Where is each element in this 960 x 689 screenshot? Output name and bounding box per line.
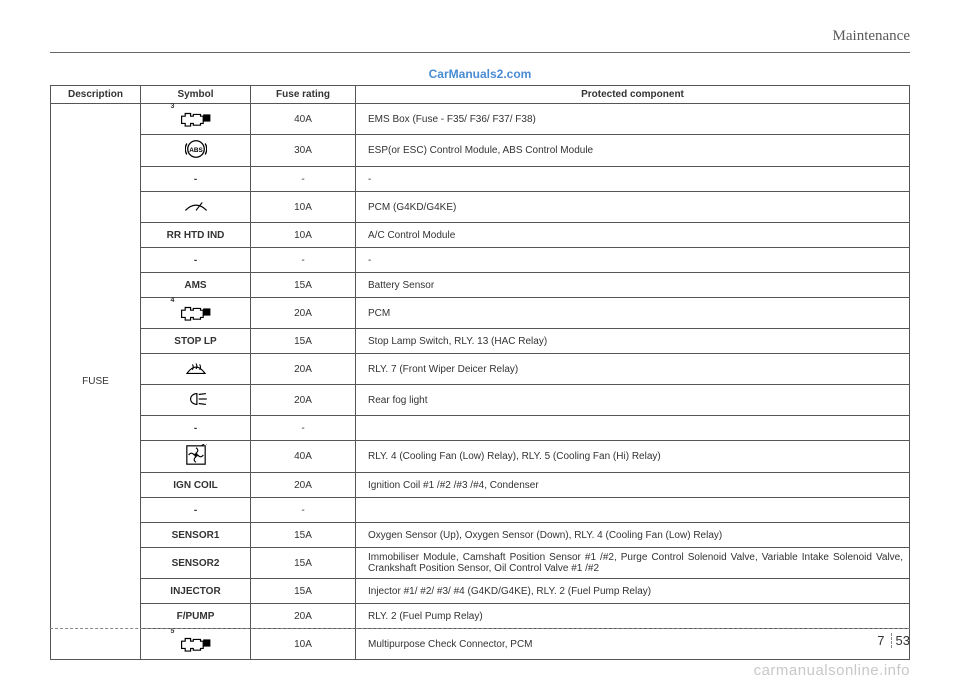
symbol-cell: - [141,416,251,441]
table-row: RR HTD IND10AA/C Control Module [51,223,910,248]
table-row: --- [51,248,910,273]
rating-cell: 20A [251,298,356,329]
table-row: IGN COIL20AIgnition Coil #1 /#2 /#3 /#4,… [51,473,910,498]
section-number: 7 [877,633,891,648]
col-symbol: Symbol [141,86,251,104]
component-cell: EMS Box (Fuse - F35/ F36/ F37/ F38) [356,104,910,135]
defrost-icon [183,359,209,380]
rating-cell: 20A [251,604,356,629]
rating-cell: 20A [251,385,356,416]
component-cell: - [356,248,910,273]
col-description: Description [51,86,141,104]
engine-icon: 3 [177,109,215,130]
symbol-cell: 4 [141,298,251,329]
rating-cell: 20A [251,354,356,385]
rating-cell: 10A [251,192,356,223]
symbol-cell: SENSOR2 [141,548,251,579]
rating-cell: 15A [251,523,356,548]
engine-icon: 4 [177,303,215,324]
cooling-fan-icon [185,444,207,469]
table-row: SENSOR115AOxygen Sensor (Up), Oxygen Sen… [51,523,910,548]
section-title: Maintenance [833,28,910,45]
rating-cell: 40A [251,441,356,473]
component-cell: Stop Lamp Switch, RLY. 13 (HAC Relay) [356,329,910,354]
table-row: AMS15ABattery Sensor [51,273,910,298]
component-cell: Immobiliser Module, Camshaft Position Se… [356,548,910,579]
table-header-row: Description Symbol Fuse rating Protected… [51,86,910,104]
symbol-cell [141,385,251,416]
table-row: 20ARLY. 7 (Front Wiper Deicer Relay) [51,354,910,385]
symbol-cell [141,135,251,167]
component-cell [356,416,910,441]
table-row: 4 20APCM [51,298,910,329]
page-numbers: 7 53 [877,633,910,648]
symbol-cell: SENSOR1 [141,523,251,548]
symbol-cell: - [141,167,251,192]
component-cell: RLY. 2 (Fuel Pump Relay) [356,604,910,629]
symbol-cell: RR HTD IND [141,223,251,248]
rating-cell: 15A [251,273,356,298]
symbol-cell: IGN COIL [141,473,251,498]
table-row: STOP LP15AStop Lamp Switch, RLY. 13 (HAC… [51,329,910,354]
col-component: Protected component [356,86,910,104]
header-line: Maintenance [50,28,910,53]
table-row: 40ARLY. 4 (Cooling Fan (Low) Relay), RLY… [51,441,910,473]
rating-cell: 15A [251,329,356,354]
symbol-cell: STOP LP [141,329,251,354]
component-cell: PCM [356,298,910,329]
table-row: F/PUMP20ARLY. 2 (Fuel Pump Relay) [51,604,910,629]
component-cell [356,498,910,523]
component-cell: PCM (G4KD/G4KE) [356,192,910,223]
watermark-top: CarManuals2.com [50,67,910,81]
abs-icon [185,138,207,163]
table-row: SENSOR215AImmobiliser Module, Camshaft P… [51,548,910,579]
symbol-cell: - [141,248,251,273]
rating-cell: 10A [251,223,356,248]
symbol-cell: F/PUMP [141,604,251,629]
component-cell: RLY. 4 (Cooling Fan (Low) Relay), RLY. 5… [356,441,910,473]
component-cell: RLY. 7 (Front Wiper Deicer Relay) [356,354,910,385]
table-row: 30AESP(or ESC) Control Module, ABS Contr… [51,135,910,167]
component-cell: Injector #1/ #2/ #3/ #4 (G4KD/G4KE), RLY… [356,579,910,604]
rating-cell: - [251,498,356,523]
symbol-cell: INJECTOR [141,579,251,604]
rating-cell: 30A [251,135,356,167]
component-cell: Battery Sensor [356,273,910,298]
table-row: 20ARear fog light [51,385,910,416]
component-cell: - [356,167,910,192]
footer-divider: 7 53 [50,628,910,651]
table-row: 10APCM (G4KD/G4KE) [51,192,910,223]
fog-light-icon [182,390,210,411]
table-row: INJECTOR15AInjector #1/ #2/ #3/ #4 (G4KD… [51,579,910,604]
table-row: -- [51,416,910,441]
table-row: --- [51,167,910,192]
symbol-cell: 3 [141,104,251,135]
group-label: FUSE [51,104,141,660]
wiper-icon [182,198,210,217]
symbol-cell [141,192,251,223]
component-cell: ESP(or ESC) Control Module, ABS Control … [356,135,910,167]
symbol-cell [141,354,251,385]
symbol-cell [141,441,251,473]
col-rating: Fuse rating [251,86,356,104]
rating-cell: - [251,416,356,441]
table-row: FUSE 3 40AEMS Box (Fuse - F35/ F36/ F37/… [51,104,910,135]
rating-cell: - [251,167,356,192]
rating-cell: 20A [251,473,356,498]
symbol-cell: - [141,498,251,523]
symbol-cell: AMS [141,273,251,298]
fuse-table: Description Symbol Fuse rating Protected… [50,85,910,660]
rating-cell: 40A [251,104,356,135]
table-row: -- [51,498,910,523]
component-cell: A/C Control Module [356,223,910,248]
rating-cell: - [251,248,356,273]
component-cell: Oxygen Sensor (Up), Oxygen Sensor (Down)… [356,523,910,548]
rating-cell: 15A [251,548,356,579]
page-number: 53 [896,633,910,648]
rating-cell: 15A [251,579,356,604]
component-cell: Rear fog light [356,385,910,416]
component-cell: Ignition Coil #1 /#2 /#3 /#4, Condenser [356,473,910,498]
watermark-bottom: carmanualsonline.info [754,662,910,679]
